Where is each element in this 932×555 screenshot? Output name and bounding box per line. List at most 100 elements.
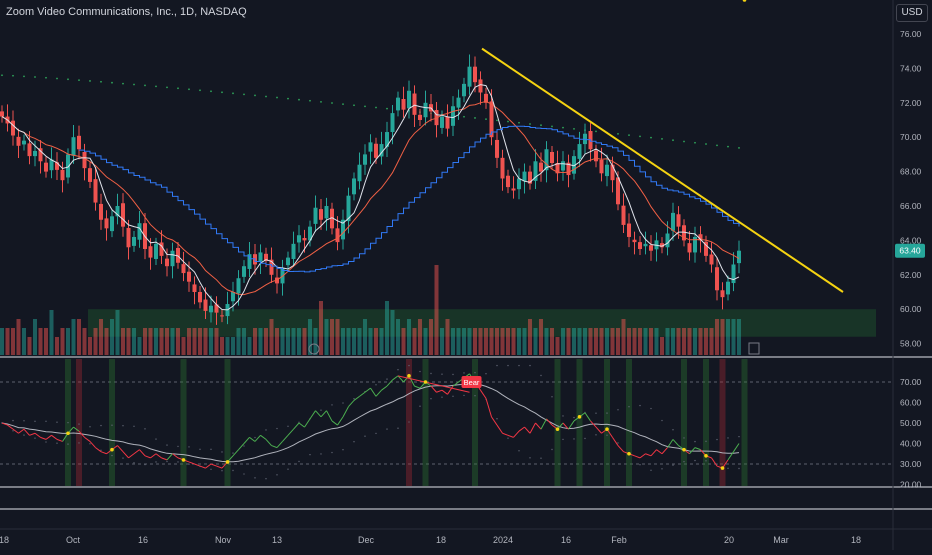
ma-200-dot bbox=[287, 97, 289, 100]
rsi-segment bbox=[7, 424, 14, 430]
rsi-segment bbox=[480, 389, 487, 399]
volume-bar bbox=[143, 328, 147, 355]
candle-body bbox=[330, 208, 334, 229]
volume-bar bbox=[687, 328, 692, 355]
ma-200-dot bbox=[595, 130, 597, 133]
candle-body bbox=[159, 242, 164, 256]
volume-bar bbox=[264, 328, 268, 355]
rsi-band-dot bbox=[650, 469, 652, 471]
volume-bar bbox=[341, 328, 345, 355]
last-price-label: 63.40 bbox=[899, 246, 921, 256]
volume-bar bbox=[500, 328, 505, 355]
volume-bar bbox=[16, 319, 21, 355]
rsi-segment bbox=[320, 410, 327, 418]
candle-body bbox=[132, 236, 136, 246]
candle-body bbox=[231, 292, 235, 302]
rsi-band-dot bbox=[144, 428, 146, 430]
volume-bar bbox=[27, 337, 32, 355]
rsi-segment bbox=[265, 439, 272, 446]
candle-body bbox=[401, 99, 406, 110]
candle-body bbox=[440, 116, 444, 128]
ma-200-dot bbox=[243, 93, 245, 96]
candle-body bbox=[467, 66, 472, 87]
rsi-segment bbox=[529, 422, 536, 434]
volume-bar bbox=[709, 328, 714, 355]
rsi-band-dot bbox=[452, 373, 454, 376]
volume-bar bbox=[374, 328, 378, 355]
volume-bar bbox=[627, 328, 631, 355]
rsi-segment bbox=[348, 400, 355, 407]
rsi-band-dot bbox=[287, 468, 289, 470]
rsi-segment bbox=[562, 422, 569, 430]
candle-body bbox=[715, 267, 719, 291]
rsi-band-dot bbox=[155, 438, 157, 440]
rsi-signal-band bbox=[576, 359, 583, 486]
price-tick-label: 58.00 bbox=[900, 339, 922, 349]
rsi-band-dot bbox=[694, 459, 696, 462]
rsi-band-dot bbox=[78, 423, 80, 425]
rsi-band-dot bbox=[650, 407, 652, 410]
candle-body bbox=[16, 136, 21, 146]
volume-bar bbox=[385, 301, 389, 355]
rsi-signal-band bbox=[703, 359, 709, 486]
ma-200-dot bbox=[78, 79, 80, 82]
volume-bar bbox=[621, 319, 626, 355]
rsi-segment bbox=[733, 443, 740, 452]
volume-bar bbox=[22, 328, 26, 355]
rsi-segment bbox=[430, 385, 437, 393]
rsi-segment bbox=[496, 424, 503, 434]
currency-selector[interactable]: USD bbox=[896, 4, 928, 22]
ma-200-dot bbox=[144, 84, 146, 87]
volume-bar bbox=[297, 328, 301, 355]
ma-200-dot bbox=[639, 135, 641, 138]
candle-body bbox=[693, 236, 697, 253]
candle-body bbox=[126, 228, 131, 248]
rsi-segment bbox=[188, 461, 195, 465]
rsi-band-dot bbox=[331, 404, 333, 406]
rsi-segment bbox=[590, 420, 597, 428]
volume-bar bbox=[555, 337, 560, 355]
price-tick-label: 64.00 bbox=[900, 235, 922, 245]
rsi-signal-band bbox=[224, 359, 231, 486]
rsi-segment bbox=[667, 439, 674, 448]
volume-bar bbox=[720, 319, 725, 355]
rsi-segment bbox=[656, 449, 663, 455]
candle-body bbox=[407, 90, 411, 109]
ma-200-dot bbox=[562, 126, 564, 129]
rsi-segment bbox=[661, 447, 668, 455]
rsi-band-dot bbox=[562, 415, 564, 417]
candle-body bbox=[533, 161, 538, 181]
candle-body bbox=[346, 195, 351, 222]
volume-bar bbox=[484, 328, 488, 355]
volume-bar bbox=[605, 328, 609, 355]
volume-bar bbox=[698, 328, 703, 355]
rsi-band-dot bbox=[23, 434, 25, 436]
rsi-signal-dot bbox=[627, 451, 631, 456]
candle-body bbox=[566, 162, 571, 176]
ma-200-dot bbox=[276, 96, 278, 99]
rsi-band-dot bbox=[606, 412, 608, 414]
volume-bar bbox=[38, 328, 43, 355]
volume-bar bbox=[176, 328, 180, 355]
rsi-segment bbox=[375, 389, 382, 397]
rsi-band-dot bbox=[100, 424, 102, 427]
rsi-segment bbox=[540, 418, 547, 430]
volume-bar bbox=[396, 319, 400, 355]
price-tick-label: 60.00 bbox=[900, 304, 922, 314]
volume-bar bbox=[511, 328, 516, 355]
time-tick-label: 16 bbox=[138, 535, 148, 545]
volume-bar bbox=[412, 328, 417, 355]
volume-bar bbox=[671, 328, 675, 355]
candle-body bbox=[203, 299, 208, 311]
rsi-band-dot bbox=[705, 460, 707, 462]
rsi-band-dot bbox=[144, 463, 146, 466]
rsi-segment bbox=[397, 375, 404, 383]
price-tick-label: 74.00 bbox=[900, 63, 922, 73]
ma-long-stepped-line bbox=[79, 125, 740, 273]
volume-bar bbox=[346, 328, 351, 355]
rsi-band-dot bbox=[89, 443, 91, 445]
ma-200-dot bbox=[727, 145, 729, 148]
volume-bar bbox=[137, 337, 142, 355]
